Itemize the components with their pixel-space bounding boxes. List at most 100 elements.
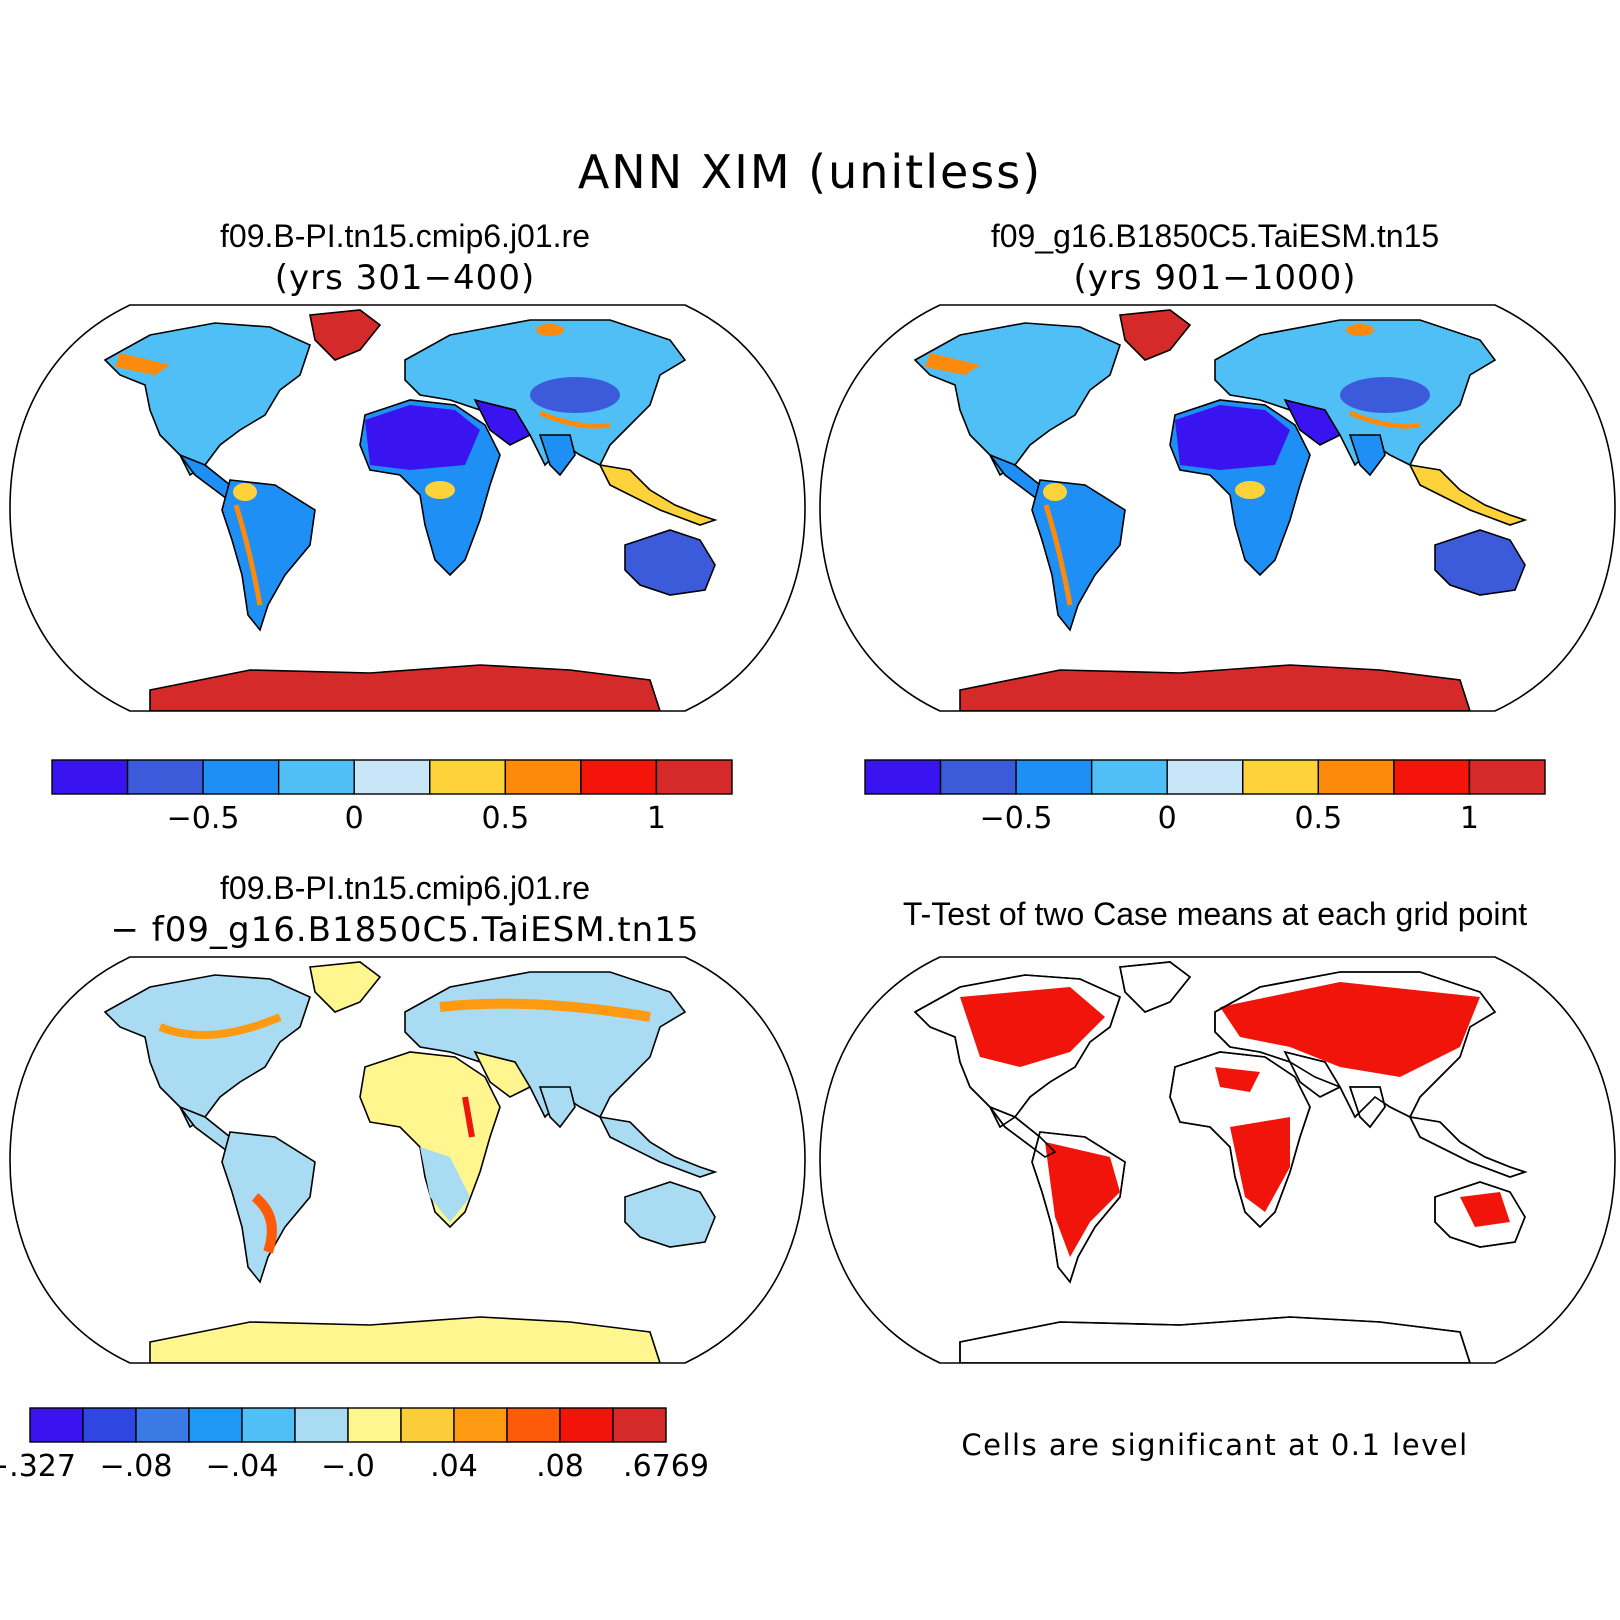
colorbar-swatch bbox=[504, 759, 582, 795]
significant-region bbox=[1220, 982, 1480, 1077]
figure-title: ANN XIM (unitless) bbox=[577, 145, 1043, 199]
land-greenland bbox=[1119, 309, 1192, 361]
colorbar-swatch bbox=[864, 759, 942, 795]
sahara-region bbox=[1175, 405, 1290, 470]
amazon-north-feature bbox=[233, 483, 257, 501]
land-arabia bbox=[473, 398, 532, 446]
east-africa-warm-band bbox=[462, 1096, 475, 1138]
map-border bbox=[9, 956, 806, 1364]
land-australia bbox=[624, 1181, 716, 1248]
coastline-arabia bbox=[1283, 1050, 1342, 1098]
colorbar-swatch bbox=[277, 759, 355, 795]
panel3-subtitle: − f09_g16.B1850C5.TaiESM.tn15 bbox=[110, 910, 700, 950]
central-asia-region bbox=[530, 377, 620, 413]
land-india bbox=[1348, 434, 1386, 477]
colorbar-swatch bbox=[188, 1407, 243, 1443]
colorbar-tick-label: −.0 bbox=[321, 1449, 375, 1484]
significant-region bbox=[1045, 1142, 1120, 1257]
colorbar-swatch bbox=[1393, 759, 1471, 795]
land-greenland bbox=[309, 309, 382, 361]
alaska-feature bbox=[115, 353, 170, 375]
sahara-region bbox=[365, 405, 480, 470]
coastline-greenland bbox=[1119, 961, 1192, 1013]
colorbar-swatch bbox=[506, 1407, 561, 1443]
colorbar-swatch bbox=[294, 1407, 349, 1443]
land-india bbox=[538, 1086, 576, 1129]
land-africa bbox=[359, 1051, 501, 1229]
land-seasia bbox=[598, 463, 718, 526]
samerica-warm-band bbox=[251, 1193, 277, 1254]
land-australia bbox=[624, 529, 716, 596]
colorbar-tick-label: 0 bbox=[345, 801, 364, 836]
colorbar-swatch bbox=[1242, 759, 1320, 795]
colorbar-tick-label: −0.5 bbox=[167, 801, 240, 836]
significant-region bbox=[1230, 1117, 1290, 1212]
nam-warm-band bbox=[158, 1013, 282, 1039]
colorbar-swatch bbox=[429, 759, 507, 795]
colorbar-swatch bbox=[559, 1407, 614, 1443]
panel4-title: T-Test of two Case means at each grid po… bbox=[902, 896, 1528, 932]
significant-region bbox=[1460, 1192, 1510, 1227]
coastline-india bbox=[1348, 1086, 1386, 1129]
colorbar-tick-label: 1 bbox=[1460, 801, 1479, 836]
panel2-title: f09_g16.B1850C5.TaiESM.tn15 bbox=[990, 218, 1440, 254]
land-seasia bbox=[1408, 463, 1528, 526]
map-panel-2 bbox=[819, 304, 1616, 712]
colorbar-swatch bbox=[1015, 759, 1093, 795]
east-africa-feature bbox=[1235, 481, 1265, 499]
significant-region bbox=[1215, 1067, 1260, 1092]
panel3-title: f09.B-PI.tn15.cmip6.j01.re bbox=[220, 870, 590, 906]
colorbar-swatch bbox=[51, 759, 129, 795]
colorbar-panel-1: −0.5 0 0.5 1 bbox=[51, 759, 733, 836]
colorbar-tick-label: 0.5 bbox=[481, 801, 529, 836]
colorbar-swatch bbox=[655, 759, 733, 795]
colorbar-swatch bbox=[82, 1407, 137, 1443]
colorbar-swatch bbox=[1166, 759, 1244, 795]
map-border bbox=[819, 304, 1616, 712]
coastline-camerica bbox=[987, 1105, 1057, 1158]
colorbar-panel-2: −0.5 0 0.5 1 bbox=[864, 759, 1546, 836]
alaska-feature bbox=[925, 353, 980, 375]
land-namerica bbox=[103, 974, 311, 1129]
land-india bbox=[538, 434, 576, 477]
andes-feature bbox=[233, 504, 263, 606]
colorbar-tick-label: 0.5 bbox=[1294, 801, 1342, 836]
south-africa-region bbox=[420, 1147, 470, 1222]
coastline-samerica bbox=[1031, 1131, 1126, 1284]
panel1-subtitle: (yrs 301−400) bbox=[274, 258, 536, 298]
colorbar-panel-3: −.327 −.08 −.04 −.0 .04 .08 .6769 bbox=[0, 1407, 709, 1484]
land-arabia bbox=[1283, 398, 1342, 446]
map-panel-4 bbox=[819, 956, 1616, 1364]
colorbar-swatch bbox=[347, 1407, 402, 1443]
colorbar-tick-label: −0.5 bbox=[980, 801, 1053, 836]
himalaya-feature bbox=[1349, 410, 1421, 429]
colorbar-tick-label: .6769 bbox=[623, 1449, 709, 1484]
colorbar-tick-label: −.04 bbox=[206, 1449, 279, 1484]
coastline-namerica bbox=[913, 974, 1121, 1129]
land-arabia bbox=[473, 1050, 532, 1098]
significant-region bbox=[960, 987, 1105, 1067]
coastline-antarctica bbox=[959, 1316, 1472, 1363]
colorbar-swatch bbox=[1317, 759, 1395, 795]
colorbar-swatch bbox=[241, 1407, 296, 1443]
panel1-title: f09.B-PI.tn15.cmip6.j01.re bbox=[220, 218, 590, 254]
land-samerica bbox=[1031, 479, 1126, 632]
coastline-africa bbox=[1169, 1051, 1311, 1229]
east-africa-feature bbox=[425, 481, 455, 499]
land-antarctica bbox=[149, 664, 662, 711]
colorbar-tick-label: −.327 bbox=[0, 1449, 76, 1484]
colorbar-swatch bbox=[453, 1407, 508, 1443]
andes-feature bbox=[1043, 504, 1073, 606]
colorbar-swatch bbox=[580, 759, 658, 795]
central-asia-region bbox=[1340, 377, 1430, 413]
colorbar-swatch bbox=[400, 1407, 455, 1443]
land-australia bbox=[1434, 529, 1526, 596]
map-border bbox=[819, 956, 1616, 1364]
map-panel-3 bbox=[9, 956, 806, 1364]
land-namerica bbox=[103, 322, 311, 477]
colorbar-swatch bbox=[939, 759, 1017, 795]
colorbar-tick-label: 1 bbox=[647, 801, 666, 836]
eurasia-warm-band bbox=[439, 998, 651, 1022]
colorbar-swatch bbox=[202, 759, 280, 795]
colorbar-tick-label: 0 bbox=[1158, 801, 1177, 836]
